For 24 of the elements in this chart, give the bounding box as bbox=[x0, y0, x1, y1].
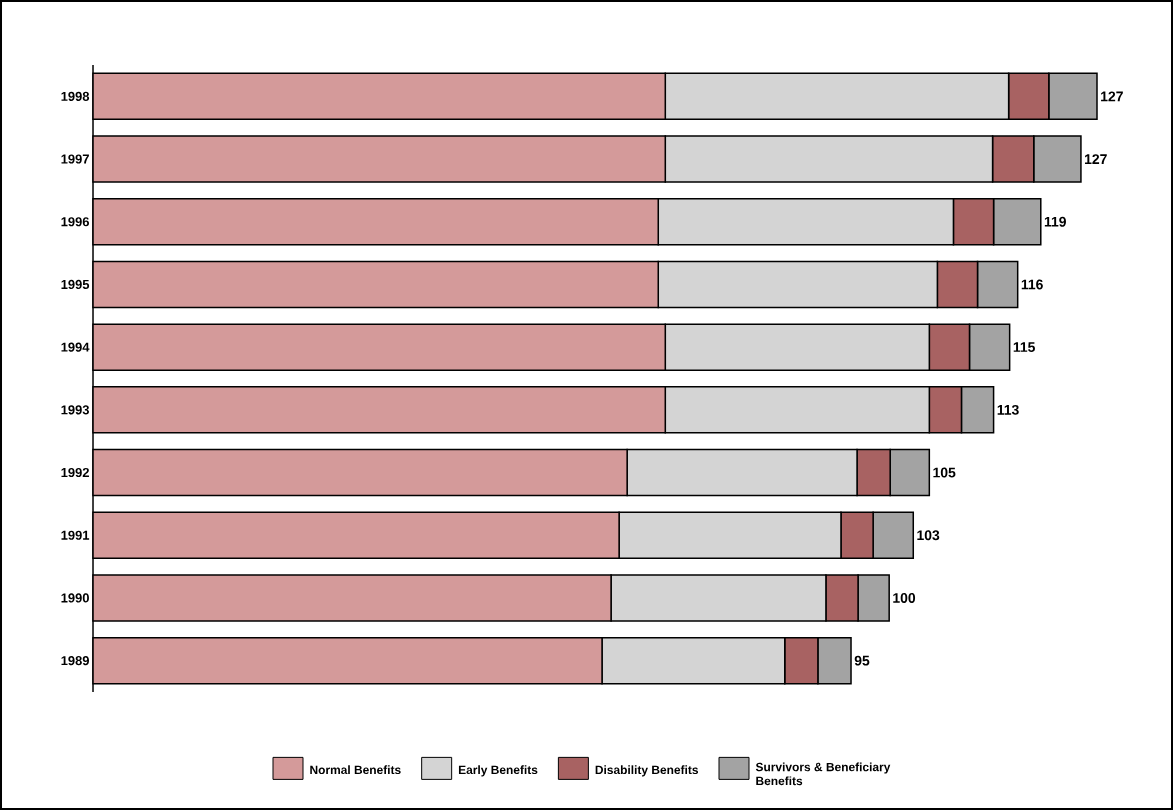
text: 127 bbox=[1101, 91, 1123, 102]
annotation: 113 bbox=[997, 404, 1019, 415]
y-tick-label: 1995 bbox=[61, 279, 90, 290]
legend-label: Disability Benefits bbox=[595, 765, 699, 777]
y-tick-label: 1993 bbox=[61, 405, 90, 415]
legend-label: Normal Benefits bbox=[310, 765, 401, 775]
legend-label: Survivors & Beneficiary Benefits bbox=[755, 762, 891, 786]
y-tick-label: 1998 bbox=[61, 91, 90, 101]
y-tick-label: 1992 bbox=[61, 467, 89, 478]
annotation: 127 bbox=[1085, 154, 1107, 164]
y-tick-label: 1996 bbox=[61, 217, 90, 227]
annotation: 105 bbox=[933, 467, 956, 478]
y-tick-label: 1997 bbox=[61, 154, 89, 164]
annotation: 100 bbox=[893, 592, 916, 603]
annotation: 115 bbox=[1013, 342, 1035, 353]
y-tick-label: 1989 bbox=[61, 656, 89, 666]
annotation: 103 bbox=[917, 530, 940, 541]
annotation: 116 bbox=[1021, 279, 1043, 290]
annotation: 119 bbox=[1044, 216, 1066, 227]
annotation: 95 bbox=[854, 655, 870, 666]
y-tick-label: 1991 bbox=[61, 530, 90, 540]
legend-label: Early Benefits bbox=[458, 765, 538, 777]
y-tick-label: 1994 bbox=[61, 342, 90, 352]
y-tick-label: 1990 bbox=[61, 593, 89, 603]
